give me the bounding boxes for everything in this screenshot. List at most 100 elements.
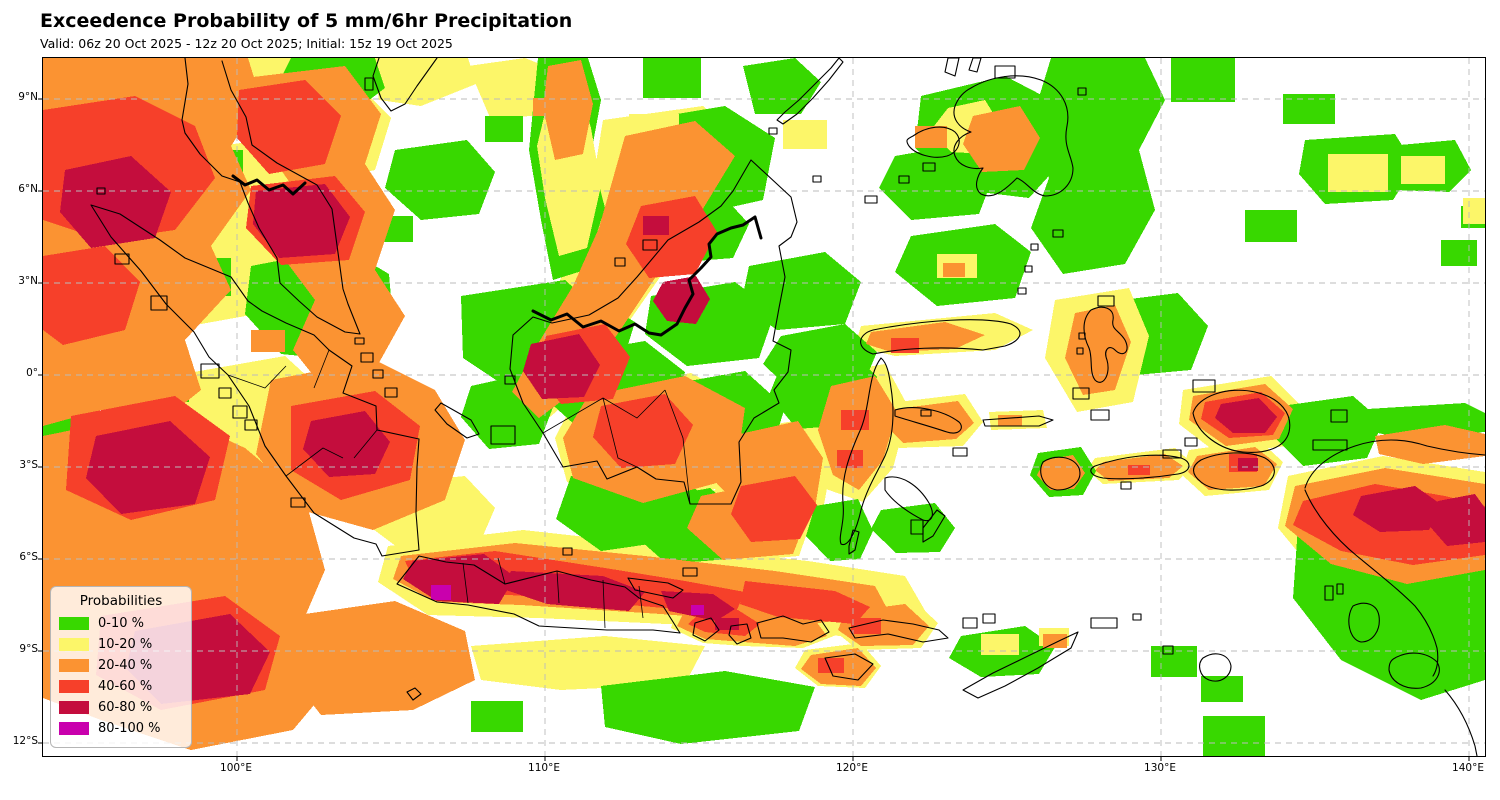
probability-fill-d	[86, 421, 210, 514]
probability-fill-g	[1441, 240, 1477, 266]
coastline	[756, 615, 830, 643]
probability-fill-y	[783, 120, 827, 149]
probability-fill-o	[998, 415, 1022, 426]
lat-tick-label: 12°S	[12, 735, 38, 747]
coastline	[910, 519, 924, 535]
coastline	[1192, 389, 1291, 453]
legend-label: 10-20 %	[98, 637, 153, 652]
coastline	[860, 319, 1021, 355]
probability-fill-d	[253, 184, 350, 258]
coastline	[200, 363, 220, 379]
admin-border	[602, 397, 638, 468]
coastline	[1324, 585, 1334, 601]
coastline	[682, 567, 698, 577]
coastline	[1312, 439, 1348, 451]
legend-label: 80-100 %	[98, 721, 161, 736]
probability-fill-d	[1353, 486, 1442, 532]
coastline	[150, 295, 168, 311]
page-subtitle: Valid: 06z 20 Oct 2025 - 12z 20 Oct 2025…	[40, 36, 453, 51]
lat-tick-label: 9°N	[18, 91, 38, 103]
probability-fill-g	[1273, 396, 1383, 466]
legend-row: 10-20 %	[59, 634, 183, 655]
probability-fill-y	[471, 636, 705, 690]
coastline	[864, 195, 878, 204]
coastline	[1090, 617, 1118, 629]
admin-border	[313, 349, 330, 389]
coastline	[1192, 379, 1216, 393]
country-border-bold	[231, 174, 307, 196]
probability-fill-g	[1203, 716, 1265, 756]
coastline	[1017, 287, 1027, 295]
probability-fill-m	[691, 605, 704, 615]
probability-fill-o	[251, 330, 285, 352]
coastline	[232, 405, 248, 419]
coastline	[384, 387, 398, 398]
coastline	[848, 619, 949, 643]
admin-border	[497, 557, 506, 585]
coastline	[982, 415, 1054, 427]
coastline	[1304, 439, 1486, 489]
probability-fill-m	[431, 585, 451, 600]
coastline	[776, 57, 844, 125]
probability-fill-o	[286, 601, 475, 715]
lat-tick-label: 3°S	[19, 459, 38, 471]
lon-tick-label: 120°E	[836, 762, 868, 774]
coastline	[434, 402, 480, 439]
coastline	[1083, 306, 1128, 383]
coastline	[490, 425, 516, 445]
coastline	[982, 613, 996, 624]
lat-tick-label: 6°N	[18, 183, 38, 195]
coastline	[114, 253, 130, 265]
legend-row: 80-100 %	[59, 718, 183, 739]
coastline	[728, 623, 752, 645]
probability-fill-o	[1043, 634, 1067, 648]
legend: Probabilities 0-10 % 10-20 % 20-40 % 40-…	[50, 586, 192, 748]
probability-fill-d	[643, 216, 669, 235]
admin-border	[602, 579, 606, 629]
admin-border	[664, 389, 691, 505]
admin-border	[285, 447, 344, 477]
coastline	[968, 57, 982, 73]
page-title: Exceedence Probability of 5 mm/6hr Preci…	[40, 10, 573, 32]
coastline	[1090, 454, 1190, 480]
probability-fill-g	[1029, 58, 1165, 274]
coastline	[406, 687, 422, 701]
coastline	[1444, 689, 1478, 757]
lat-tick-label: 9°S	[19, 643, 38, 655]
probability-fill-o	[888, 401, 974, 443]
lon-tick-label: 140°E	[1452, 762, 1484, 774]
admin-border	[462, 562, 469, 604]
coastline	[290, 497, 306, 508]
probability-fill-g	[385, 140, 495, 220]
legend-label: 0-10 %	[98, 616, 144, 631]
coastline	[1330, 409, 1348, 423]
coastline	[839, 357, 894, 545]
probability-fill-o	[1037, 455, 1085, 490]
lat-tick-label: 0°	[26, 367, 38, 379]
probability-fill-y	[981, 634, 1019, 655]
probability-fill-r	[731, 476, 817, 542]
coastline	[1184, 437, 1198, 447]
probability-fill-r	[818, 658, 844, 673]
probability-fill-y	[1328, 154, 1388, 192]
coastline	[509, 159, 798, 505]
probability-fill-d	[523, 334, 600, 399]
legend-swatch-0-10	[59, 617, 89, 630]
probability-fill-g	[1283, 94, 1335, 124]
coastline	[1162, 645, 1174, 655]
coastline	[360, 352, 374, 363]
coastline	[1030, 243, 1039, 251]
probability-fill-o	[943, 263, 965, 277]
coastline	[1040, 456, 1081, 491]
map-plot-area: Probabilities 0-10 % 10-20 % 20-40 % 40-…	[38, 57, 1486, 761]
legend-row: 0-10 %	[59, 613, 183, 634]
lon-tick-label: 110°E	[528, 762, 560, 774]
coastline	[952, 447, 968, 457]
coastline	[364, 77, 374, 91]
probability-fill-o	[533, 98, 559, 116]
probability-fill-g	[1245, 210, 1297, 242]
probability-fill-r	[1128, 465, 1150, 475]
probability-fill-d	[60, 156, 171, 248]
coastline	[1072, 387, 1090, 400]
admin-border	[353, 429, 378, 459]
